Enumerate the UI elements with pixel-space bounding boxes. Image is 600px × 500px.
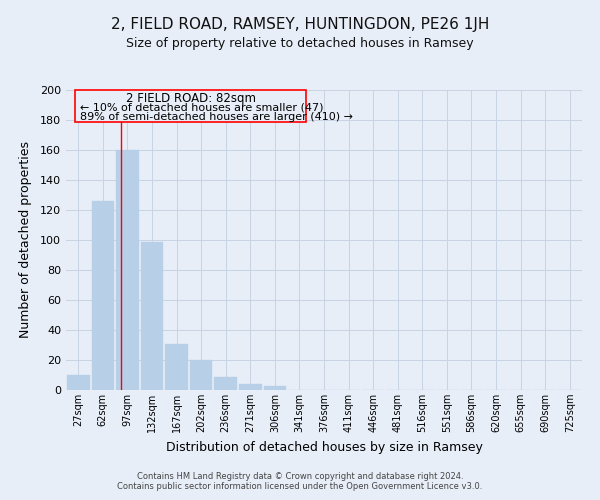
Bar bbox=[263, 386, 286, 390]
Text: Size of property relative to detached houses in Ramsey: Size of property relative to detached ho… bbox=[126, 38, 474, 51]
Y-axis label: Number of detached properties: Number of detached properties bbox=[19, 142, 32, 338]
Text: 89% of semi-detached houses are larger (410) →: 89% of semi-detached houses are larger (… bbox=[80, 112, 353, 122]
Bar bbox=[140, 242, 163, 390]
Bar bbox=[67, 375, 89, 390]
Text: 2, FIELD ROAD, RAMSEY, HUNTINGDON, PE26 1JH: 2, FIELD ROAD, RAMSEY, HUNTINGDON, PE26 … bbox=[111, 18, 489, 32]
Text: ← 10% of detached houses are smaller (47): ← 10% of detached houses are smaller (47… bbox=[80, 102, 323, 113]
Bar bbox=[190, 360, 212, 390]
Text: Contains public sector information licensed under the Open Government Licence v3: Contains public sector information licen… bbox=[118, 482, 482, 491]
Bar bbox=[214, 376, 237, 390]
X-axis label: Distribution of detached houses by size in Ramsey: Distribution of detached houses by size … bbox=[166, 440, 482, 454]
Bar bbox=[165, 344, 188, 390]
Text: Contains HM Land Registry data © Crown copyright and database right 2024.: Contains HM Land Registry data © Crown c… bbox=[137, 472, 463, 481]
Bar bbox=[92, 201, 114, 390]
Text: 2 FIELD ROAD: 82sqm: 2 FIELD ROAD: 82sqm bbox=[125, 92, 256, 106]
Bar bbox=[116, 150, 139, 390]
Bar bbox=[239, 384, 262, 390]
